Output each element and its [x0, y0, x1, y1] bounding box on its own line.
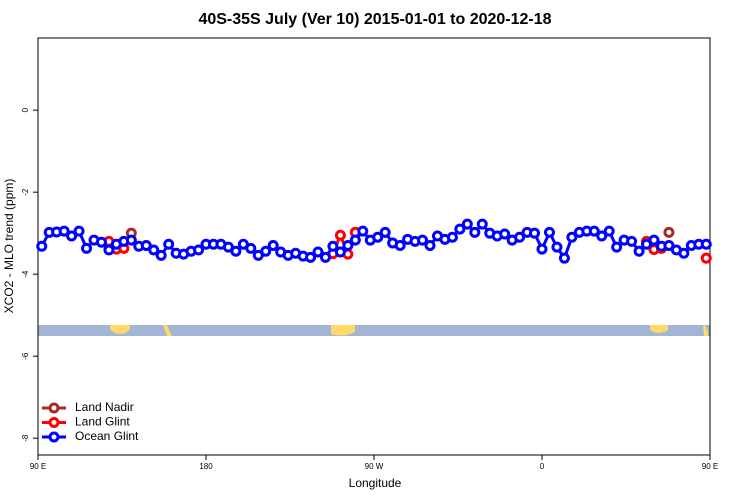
x-tick-label: 90 E [702, 462, 718, 471]
data-point [155, 249, 167, 261]
data-point [536, 243, 548, 255]
data-point [312, 246, 324, 258]
data-point [700, 252, 712, 264]
data-point [558, 252, 570, 264]
y-tick-label: 0 [21, 107, 30, 112]
legend-label: Ocean Glint [75, 429, 139, 443]
land-patch [110, 325, 130, 334]
data-point [334, 229, 346, 241]
data-point [125, 234, 137, 246]
data-point [603, 225, 615, 237]
data-point [700, 238, 712, 250]
data-point [342, 239, 354, 251]
chart-title: 40S-35S July (Ver 10) 2015-01-01 to 2020… [198, 11, 551, 28]
legend-label: Land Glint [75, 415, 130, 429]
data-point [454, 223, 466, 235]
data-point [663, 239, 675, 251]
data-point [148, 244, 160, 256]
ocean-band [38, 325, 710, 336]
data-point [663, 226, 675, 238]
data-point [66, 230, 78, 242]
data-point [476, 218, 488, 230]
data-point [305, 251, 317, 263]
data-point [596, 230, 608, 242]
data-point [163, 238, 175, 250]
x-axis-label: Longitude [349, 476, 402, 490]
data-point [626, 235, 638, 247]
data-point [349, 234, 361, 246]
data-point [357, 225, 369, 237]
x-tick-label: 180 [199, 462, 213, 471]
land-patch [163, 325, 172, 336]
data-point [461, 218, 473, 230]
data-point [611, 241, 623, 253]
data-point [543, 226, 555, 238]
data-point [36, 240, 48, 252]
data-point [81, 242, 93, 254]
data-point [319, 251, 331, 263]
land-patch [331, 325, 355, 336]
legend-marker [48, 417, 60, 428]
data-point [417, 234, 429, 246]
data-point [633, 245, 645, 257]
y-tick-label: -2 [21, 188, 30, 196]
data-point [648, 234, 660, 246]
data-point [95, 236, 107, 248]
data-point [566, 231, 578, 243]
land-patch [650, 325, 668, 333]
data-point [267, 239, 279, 251]
data-point [394, 239, 406, 251]
data-point [424, 239, 436, 251]
data-point [230, 245, 242, 257]
x-tick-label: 0 [540, 462, 545, 471]
y-tick-label: -6 [21, 352, 30, 360]
y-tick-label: -4 [21, 270, 30, 278]
data-point [103, 244, 115, 256]
legend-marker [48, 402, 60, 414]
data-point [327, 240, 339, 252]
data-point [372, 231, 384, 243]
land-map-strip [38, 325, 710, 336]
data-point [678, 247, 690, 259]
data-point [334, 246, 346, 258]
land-patch [703, 325, 708, 336]
data-point [469, 226, 481, 238]
data-point [379, 226, 391, 238]
data-point [260, 245, 272, 257]
data-point [140, 239, 152, 251]
data-point [588, 225, 600, 237]
x-tick-label: 90 E [30, 462, 46, 471]
data-point [446, 231, 458, 243]
x-tick-label: 90 W [365, 462, 384, 471]
data-point [245, 242, 257, 254]
legend-label: Land Nadir [75, 400, 134, 414]
y-axis-label: XCO2 - MLO trend (ppm) [2, 179, 16, 314]
data-point [514, 231, 526, 243]
legend-marker [48, 431, 60, 443]
data-point [529, 227, 541, 239]
data-point [499, 228, 511, 240]
data-point [193, 244, 205, 256]
data-point [551, 241, 563, 253]
data-point [73, 225, 85, 237]
y-tick-label: -8 [21, 434, 30, 442]
data-point [58, 225, 70, 237]
